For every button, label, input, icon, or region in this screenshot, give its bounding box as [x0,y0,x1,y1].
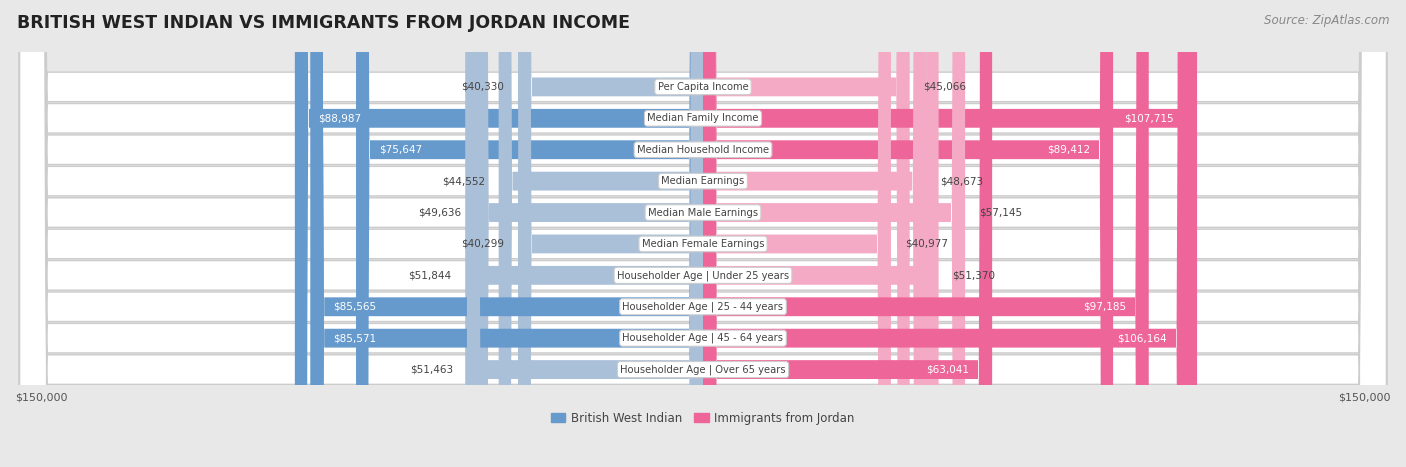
Text: $97,185: $97,185 [1083,302,1126,312]
Text: Median Female Earnings: Median Female Earnings [641,239,765,249]
Text: $51,844: $51,844 [408,270,451,280]
Text: Householder Age | 25 - 44 years: Householder Age | 25 - 44 years [623,302,783,312]
Text: $51,370: $51,370 [952,270,995,280]
Text: $40,977: $40,977 [904,239,948,249]
FancyBboxPatch shape [703,0,993,467]
FancyBboxPatch shape [517,0,703,467]
Text: $57,145: $57,145 [979,207,1022,218]
FancyBboxPatch shape [703,0,927,467]
Text: Per Capita Income: Per Capita Income [658,82,748,92]
FancyBboxPatch shape [703,0,1149,467]
Text: Median Earnings: Median Earnings [661,176,745,186]
Text: $106,164: $106,164 [1118,333,1167,343]
FancyBboxPatch shape [311,0,703,467]
Text: $107,715: $107,715 [1125,113,1174,123]
Text: $51,463: $51,463 [411,365,453,375]
FancyBboxPatch shape [467,0,703,467]
FancyBboxPatch shape [20,0,1386,467]
FancyBboxPatch shape [703,0,910,467]
Text: $48,673: $48,673 [941,176,983,186]
FancyBboxPatch shape [703,0,965,467]
Text: Median Male Earnings: Median Male Earnings [648,207,758,218]
FancyBboxPatch shape [519,0,703,467]
Text: $40,299: $40,299 [461,239,505,249]
FancyBboxPatch shape [20,0,1386,467]
FancyBboxPatch shape [20,0,1386,467]
FancyBboxPatch shape [20,0,1386,467]
Text: $150,000: $150,000 [1339,392,1391,402]
FancyBboxPatch shape [499,0,703,467]
FancyBboxPatch shape [703,0,1114,467]
Text: $49,636: $49,636 [419,207,461,218]
FancyBboxPatch shape [703,0,1189,467]
Text: Householder Age | 45 - 64 years: Householder Age | 45 - 64 years [623,333,783,343]
FancyBboxPatch shape [20,0,1386,467]
Text: $45,066: $45,066 [924,82,966,92]
Text: Householder Age | Over 65 years: Householder Age | Over 65 years [620,364,786,375]
Text: Source: ZipAtlas.com: Source: ZipAtlas.com [1264,14,1389,27]
FancyBboxPatch shape [20,0,1386,467]
Text: $85,571: $85,571 [333,333,377,343]
FancyBboxPatch shape [20,0,1386,467]
Text: $88,987: $88,987 [318,113,361,123]
FancyBboxPatch shape [20,0,1386,467]
FancyBboxPatch shape [475,0,703,467]
Text: Median Family Income: Median Family Income [647,113,759,123]
Text: $44,552: $44,552 [441,176,485,186]
FancyBboxPatch shape [20,0,1386,467]
Text: Householder Age | Under 25 years: Householder Age | Under 25 years [617,270,789,281]
FancyBboxPatch shape [703,0,939,467]
FancyBboxPatch shape [465,0,703,467]
Text: $150,000: $150,000 [15,392,67,402]
FancyBboxPatch shape [356,0,703,467]
Text: $89,412: $89,412 [1047,145,1090,155]
Text: $63,041: $63,041 [927,365,969,375]
FancyBboxPatch shape [703,0,1197,467]
FancyBboxPatch shape [311,0,703,467]
FancyBboxPatch shape [295,0,703,467]
Text: $75,647: $75,647 [380,145,422,155]
Text: $40,330: $40,330 [461,82,505,92]
Text: $85,565: $85,565 [333,302,377,312]
Legend: British West Indian, Immigrants from Jordan: British West Indian, Immigrants from Jor… [547,407,859,429]
Text: BRITISH WEST INDIAN VS IMMIGRANTS FROM JORDAN INCOME: BRITISH WEST INDIAN VS IMMIGRANTS FROM J… [17,14,630,32]
FancyBboxPatch shape [703,0,891,467]
Text: Median Household Income: Median Household Income [637,145,769,155]
FancyBboxPatch shape [20,0,1386,467]
